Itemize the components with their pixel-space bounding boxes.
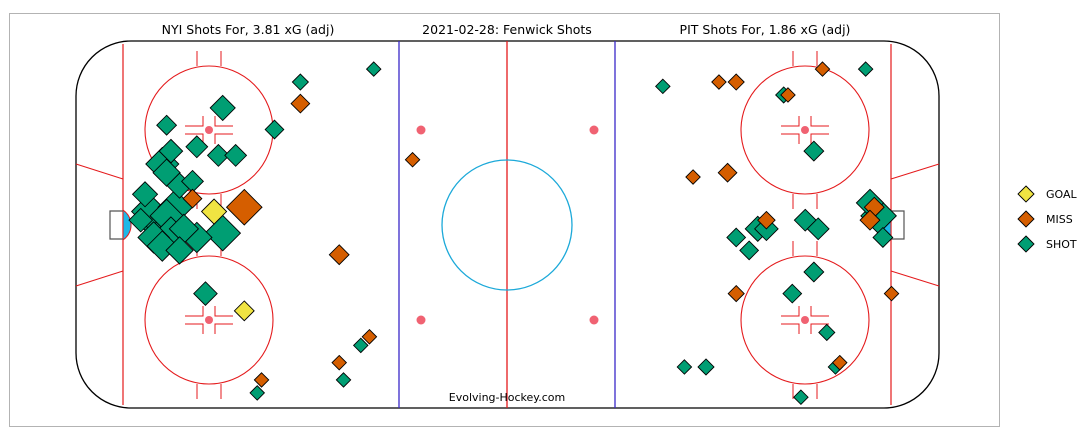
shot-marker-nyi-miss xyxy=(328,244,350,266)
shot-marker-nyi-shot xyxy=(156,114,178,136)
left-net xyxy=(109,210,123,240)
shots-layer xyxy=(128,61,900,406)
right-title: PIT Shots For, 1.86 xG (adj) xyxy=(680,22,851,37)
legend: GOAL MISS SHOT xyxy=(1017,185,1078,253)
shot-marker-nyi-shot xyxy=(165,236,194,265)
shot-marker-pit-shot xyxy=(726,227,747,248)
shot-marker-pit-miss xyxy=(685,169,701,185)
shot-marker-pit-miss xyxy=(883,285,900,302)
shot-marker-pit-shot xyxy=(818,323,836,342)
left-bottom-faceoff-circle xyxy=(144,241,274,399)
right-net xyxy=(891,210,905,240)
shot-marker-pit-shot xyxy=(803,261,825,283)
right-bottom-faceoff-circle xyxy=(740,241,870,399)
shot-marker-nyi-miss xyxy=(331,354,348,371)
shot-marker-pit-shot xyxy=(782,283,803,304)
shot-marker-nyi-shot xyxy=(158,138,184,164)
legend-miss-marker xyxy=(1017,210,1035,228)
shot-marker-nyi-miss xyxy=(225,188,263,226)
shot-marker-pit-miss xyxy=(727,284,745,303)
center-faceoff-circle xyxy=(441,159,573,291)
shot-marker-pit-shot xyxy=(739,240,760,261)
legend-shot-marker xyxy=(1017,235,1035,253)
shot-marker-nyi-shot xyxy=(131,181,159,208)
shot-marker-pit-miss xyxy=(814,61,831,77)
shot-marker-nyi-shot xyxy=(249,385,266,401)
shot-marker-pit-shot xyxy=(793,208,817,232)
shot-marker-nyi-miss xyxy=(404,151,421,168)
shot-marker-pit-miss xyxy=(727,73,745,91)
shot-marker-nyi-shot xyxy=(291,73,310,91)
left-title: NYI Shots For, 3.81 xG (adj) xyxy=(162,22,335,37)
shot-marker-nyi-shot xyxy=(224,143,248,167)
legend-miss-label: MISS xyxy=(1046,213,1073,226)
shot-marker-nyi-shot xyxy=(128,207,154,233)
shot-marker-pit-shot xyxy=(793,389,809,406)
shot-marker-nyi-goal xyxy=(233,300,255,322)
credit-text: Evolving-Hockey.com xyxy=(449,391,565,404)
shot-marker-pit-miss xyxy=(831,354,848,371)
shot-marker-nyi-shot xyxy=(365,61,382,77)
shot-marker-pit-miss xyxy=(780,87,796,103)
right-top-faceoff-circle xyxy=(740,51,870,209)
shot-marker-pit-miss xyxy=(717,162,738,183)
shot-marker-nyi-shot xyxy=(335,372,352,388)
shot-marker-pit-miss xyxy=(757,210,776,230)
legend-goal-marker xyxy=(1017,185,1035,203)
shot-marker-pit-shot xyxy=(806,217,830,241)
legend-shot-label: SHOT xyxy=(1046,238,1077,251)
legend-goal-label: GOAL xyxy=(1046,188,1078,201)
shot-marker-pit-shot xyxy=(655,78,671,95)
left-goal-crease xyxy=(122,209,132,241)
neutral-dot-top-right xyxy=(589,125,599,135)
shot-marker-pit-shot xyxy=(857,61,874,77)
shot-marker-nyi-shot xyxy=(204,214,242,252)
shot-marker-nyi-shot xyxy=(264,119,285,140)
left-trapezoid-bottom xyxy=(75,270,124,287)
shot-marker-nyi-shot xyxy=(209,94,236,122)
shot-marker-pit-miss xyxy=(711,74,727,90)
neutral-dot-top-left xyxy=(416,125,426,135)
chart-frame xyxy=(9,13,1000,427)
shot-marker-pit-miss xyxy=(859,209,881,231)
shot-marker-nyi-miss xyxy=(253,372,270,388)
shot-marker-nyi-miss xyxy=(361,328,378,345)
shot-marker-nyi-shot xyxy=(206,143,230,167)
shot-marker-nyi-shot xyxy=(185,135,209,159)
shot-marker-nyi-miss xyxy=(182,188,203,209)
center-title: 2021-02-28: Fenwick Shots xyxy=(422,22,592,37)
right-trapezoid-bottom xyxy=(890,270,940,287)
shot-marker-nyi-miss xyxy=(290,93,311,114)
left-trapezoid-top xyxy=(75,163,124,180)
neutral-dot-bottom-left xyxy=(416,315,426,325)
shot-marker-nyi-shot xyxy=(193,281,218,306)
shot-marker-pit-shot xyxy=(803,140,825,162)
shot-marker-pit-shot xyxy=(697,358,715,376)
shot-marker-nyi-shot xyxy=(352,337,369,354)
shot-marker-pit-shot xyxy=(872,226,894,248)
shot-marker-pit-shot xyxy=(676,359,693,375)
right-trapezoid-top xyxy=(890,163,940,180)
neutral-dot-bottom-right xyxy=(589,315,599,325)
shot-marker-nyi-goal xyxy=(200,198,228,225)
